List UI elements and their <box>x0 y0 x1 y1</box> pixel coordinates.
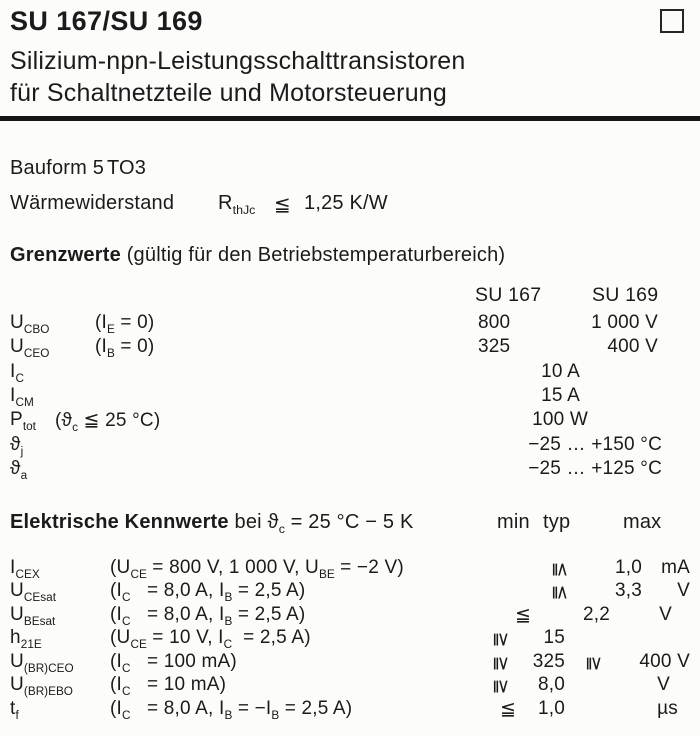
thermal-resistance-line: Wärmewiderstand RthJc ≦ 1,25 K/W <box>0 192 700 216</box>
thermal-symbol: RthJc <box>218 192 256 217</box>
gte-rotated-icon: ≧ <box>583 655 605 672</box>
gte-rotated-icon: ≧ <box>490 655 512 672</box>
kennwerte-row-ubrebo: U(BR)EBO (IC = 10 mA) ≧ 8,0 V <box>10 674 670 698</box>
lte-rotated-icon: ≦ <box>549 561 571 578</box>
kennwerte-row-h21e: h21E (UCE = 10 V, IC = 2,5 A) ≧ 15 <box>10 627 565 651</box>
thermal-value: 1,25 K/W <box>304 192 388 214</box>
subtitle-line-1: Silizium-npn-Leistungsschalttransistoren <box>10 47 466 75</box>
kennwerte-row-ubrceo: U(BR)CEO (IC = 100 mA) ≧ 325 ≧ 400 V <box>10 651 690 675</box>
grenzwerte-row-ucbo: UCBO (IE = 0) 800 1 000 V <box>10 312 658 336</box>
bauform-line: Bauform 5 TO3 <box>0 157 700 181</box>
section-heading-kennwerte: Elektrische Kennwerte bei ϑc = 25 °C − 5… <box>10 511 662 536</box>
thermal-label: Wärmewiderstand <box>10 192 175 214</box>
column-min: min <box>497 511 530 533</box>
column-max: max <box>623 511 662 533</box>
column-su169: SU 169 <box>592 284 659 306</box>
corner-square-icon <box>660 9 684 33</box>
column-su167: SU 167 <box>475 284 542 306</box>
grenzwerte-row-theta-j: ϑj −25 … +150 °C <box>10 434 662 458</box>
package-type: TO3 <box>107 157 147 179</box>
subtitle-line-2: für Schaltnetzteile und Motorsteuerung <box>10 79 448 107</box>
bauform-label: Bauform 5 <box>10 157 105 179</box>
gte-rotated-icon: ≧ <box>490 631 512 648</box>
lte-icon: ≦ <box>514 605 532 626</box>
kennwerte-row-icex: ICEX (UCE = 800 V, 1 000 V, UBE = −2 V) … <box>10 557 690 581</box>
grenzwerte-row-ptot: Ptot (ϑc ≦ 25 °C) 100 W <box>10 409 588 434</box>
lte-rotated-icon: ≦ <box>549 584 571 601</box>
grenzwerte-row-icm: ICM 15 A <box>10 385 580 409</box>
header-rule <box>0 116 700 121</box>
grenzwerte-row-ic: IC 10 A <box>10 361 580 385</box>
column-typ: typ <box>543 511 571 533</box>
grenzwerte-row-uceo: UCEO (IB = 0) 325 400 V <box>10 336 658 360</box>
lte-icon: ≦ <box>499 699 517 720</box>
thermal-relation: ≦ <box>274 194 291 216</box>
section-heading-grenzwerte: Grenzwerte (gültig für den Betriebstempe… <box>10 244 506 266</box>
grenzwerte-column-header: SU 167 SU 169 <box>0 284 700 308</box>
kennwerte-row-ubesat: UBEsat (IC = 8,0 A, IB = 2,5 A) ≦ 2,2 V <box>10 604 672 628</box>
gte-rotated-icon: ≧ <box>490 678 512 695</box>
page-title: SU 167/SU 169 <box>10 6 203 36</box>
kennwerte-row-tf: tf (IC = 8,0 A, IB = −IB = 2,5 A) ≦ 1,0 … <box>10 698 678 722</box>
grenzwerte-row-theta-a: ϑa −25 … +125 °C <box>10 458 662 482</box>
kennwerte-row-ucesat: UCEsat (IC = 8,0 A, IB = 2,5 A) ≦ 3,3 V <box>10 580 690 604</box>
